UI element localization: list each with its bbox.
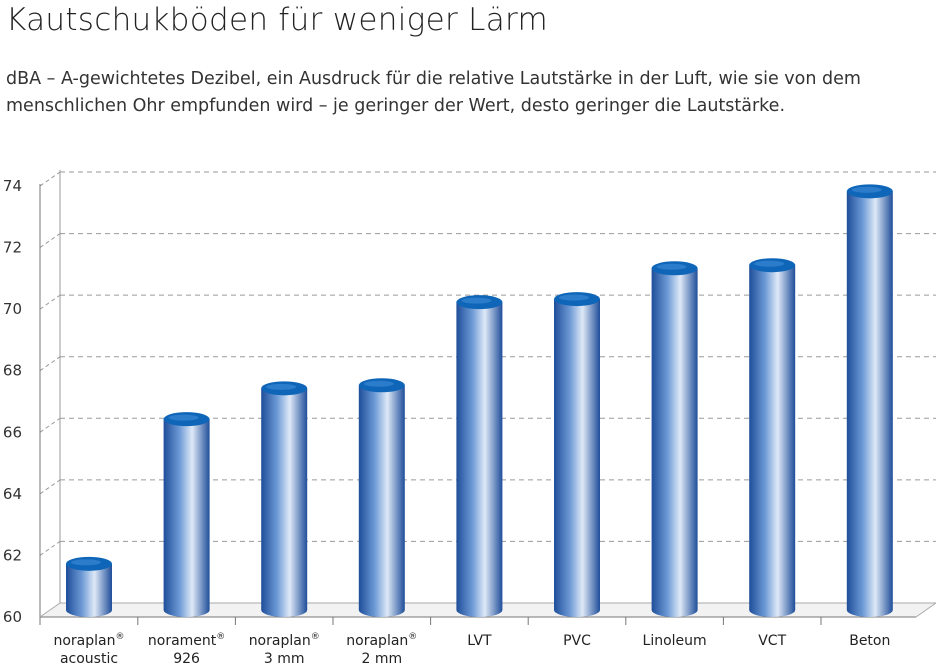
bar-body	[261, 388, 308, 617]
grid-diagonal	[39, 479, 61, 495]
bar-top-highlight	[168, 414, 199, 421]
grid-diagonal	[39, 417, 61, 433]
bar	[554, 292, 600, 617]
grid-diagonal	[39, 233, 61, 248]
grid-diagonal	[39, 171, 61, 187]
bar	[66, 556, 112, 617]
y-tick-label: 68	[3, 362, 22, 380]
bar-top-highlight	[754, 260, 785, 267]
bar-body	[358, 385, 405, 617]
bar	[846, 184, 893, 618]
floor-right-edge	[915, 602, 937, 618]
bar-top-highlight	[559, 294, 589, 301]
category-labels: noraplan® acoustic norament® 926 noraplan® 3 …	[39, 617, 890, 666]
x-tick-label-line2: 3 mm	[264, 651, 305, 666]
bar	[456, 295, 503, 617]
bar-body	[651, 268, 698, 617]
bar	[163, 412, 210, 617]
bar-body	[163, 419, 210, 617]
bar-top-highlight	[363, 380, 394, 387]
x-tick-label: noraplan®	[346, 632, 417, 649]
y-tick-label: 60	[3, 608, 22, 626]
grid-diagonal	[39, 541, 61, 556]
bar-top-highlight	[71, 559, 101, 566]
x-tick-label: noraplan®	[249, 632, 320, 649]
grid-diagonal	[39, 294, 61, 310]
bars	[66, 184, 893, 618]
x-tick-label: Beton	[849, 633, 890, 649]
y-tick-label: 64	[3, 485, 22, 503]
bar-body	[554, 299, 600, 617]
bar-top-highlight	[461, 297, 492, 304]
page-subtitle: dBA – A-gewichtetes Dezibel, ein Ausdruc…	[6, 69, 861, 116]
bar	[749, 258, 796, 617]
page-title: Kautschukböden für weniger Lärm	[6, 2, 549, 38]
y-tick-label: 62	[3, 546, 22, 564]
bar-body	[66, 563, 112, 617]
y-tick-label: 66	[3, 423, 22, 441]
x-tick-label: Linoleum	[643, 633, 707, 649]
bar	[651, 261, 698, 617]
grid-diagonal	[39, 356, 61, 372]
x-tick-label: noraplan®	[53, 632, 124, 649]
x-tick-label-line2: 926	[173, 651, 200, 666]
x-tick-label: LVT	[467, 633, 492, 649]
x-tick-label: PVC	[563, 633, 591, 649]
floor-left-edge	[39, 602, 61, 618]
bar-body	[846, 191, 893, 618]
bar-top-highlight	[266, 383, 297, 390]
y-tick-label: 70	[3, 300, 22, 318]
bar	[261, 381, 308, 617]
bar-body	[456, 302, 503, 617]
x-tick-label: norament®	[148, 632, 225, 649]
bar-body	[749, 265, 796, 617]
x-tick-label-line2: acoustic	[60, 651, 118, 666]
bar-top-highlight	[851, 186, 882, 193]
y-tick-label: 72	[3, 239, 22, 257]
x-tick-label: VCT	[758, 633, 786, 649]
y-tick-label: 74	[3, 177, 22, 195]
bar-top-highlight	[656, 263, 687, 270]
bar	[358, 378, 405, 617]
x-tick-label-line2: 2 mm	[361, 651, 402, 666]
y-tick-labels: 60 62 64 66 68 70 72 74	[3, 177, 22, 626]
